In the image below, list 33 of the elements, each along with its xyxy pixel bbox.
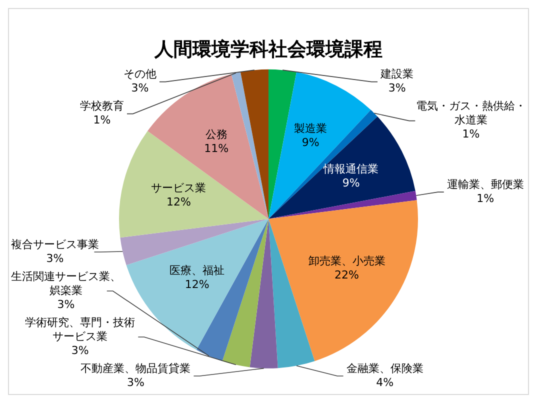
slice-label: 複合サービス事業 <box>11 238 99 251</box>
data-label: 12% <box>184 278 210 291</box>
slice-label: 建設業 <box>380 68 414 81</box>
data-label: 3% <box>131 82 149 95</box>
slice-label: サービス業 <box>151 182 206 195</box>
slice-label: 電気・ガス・熱供給・水道業 <box>416 100 526 127</box>
data-label: 3% <box>388 82 406 95</box>
data-label: 9% <box>302 136 320 150</box>
data-label: 3% <box>57 298 75 311</box>
data-label: 1% <box>462 128 480 141</box>
slice-label: 公務 <box>205 128 228 142</box>
slice-label: 学術研究、専門・技術サービス業 <box>25 316 136 343</box>
slice-label: 金融業、保険業 <box>346 362 424 375</box>
data-label: 9% <box>342 176 360 190</box>
slice-label: 卸売業、小売業 <box>308 254 386 268</box>
data-label: 22% <box>334 268 359 282</box>
data-label: 3% <box>71 344 89 357</box>
slice-label: 医療、福祉 <box>170 264 225 277</box>
data-label: 12% <box>166 196 191 209</box>
data-label: 1% <box>476 192 494 205</box>
slice-label: 学校教育 <box>80 100 124 113</box>
data-label: 4% <box>376 376 394 389</box>
chart-title: 人間環境学科社会環境課程 <box>154 38 382 60</box>
slice-label: 製造業 <box>294 122 328 136</box>
data-label: 3% <box>126 376 144 389</box>
data-label: 3% <box>46 252 64 265</box>
slice-label: 不動産業、物品賃貸業 <box>80 362 191 375</box>
slice-label: 情報通信業 <box>322 162 379 176</box>
data-label: 11% <box>204 142 229 156</box>
slice-label: その他 <box>123 68 156 81</box>
slice-label: 生活関連サービス業、娯楽業 <box>11 270 121 297</box>
slice-label: 運輸業、郵便業 <box>446 178 524 191</box>
data-label: 1% <box>93 114 111 127</box>
